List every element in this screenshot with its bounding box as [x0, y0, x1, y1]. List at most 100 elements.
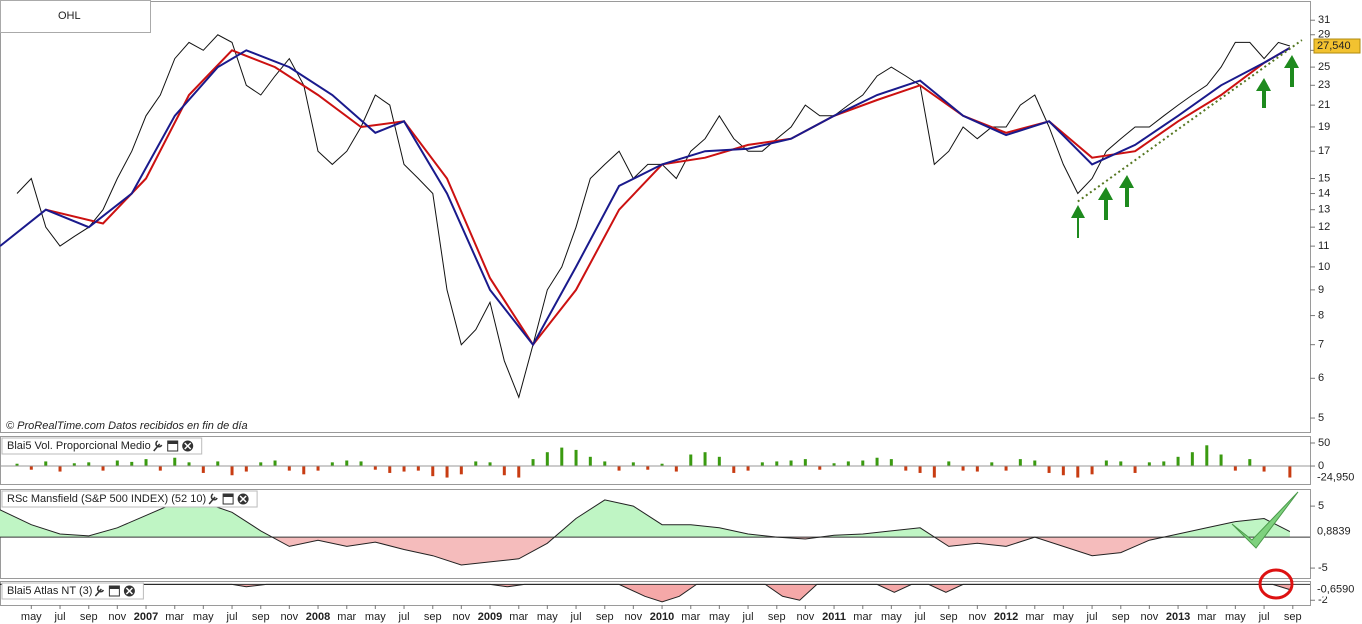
panel-title-box: [1, 582, 144, 600]
panel-title-box: [1, 437, 203, 455]
y-tick-label: 8: [1318, 309, 1324, 321]
x-tick-label: nov: [108, 611, 126, 623]
y-tick-label: 0: [1318, 460, 1324, 472]
settings-icon: [153, 440, 163, 452]
x-tick-label: sep: [768, 611, 786, 623]
bar: [975, 466, 979, 472]
bar: [588, 456, 592, 467]
bar: [574, 449, 578, 467]
y-tick-label: 29: [1318, 29, 1330, 41]
bar: [889, 459, 893, 467]
bar: [832, 463, 836, 467]
last-value-box: [1313, 38, 1361, 54]
settings-icon: [208, 493, 218, 505]
bar: [603, 461, 607, 467]
last-value-box: [1314, 582, 1360, 597]
area-positive: [0, 499, 1290, 538]
panel-frame: [0, 581, 1311, 606]
bar: [746, 466, 750, 471]
arrow: [1071, 205, 1085, 238]
x-tick-label: mar: [165, 611, 184, 623]
bar: [1133, 466, 1137, 473]
bar: [674, 466, 678, 472]
bar: [846, 461, 850, 467]
bar: [144, 459, 148, 467]
x-tick-label: may: [881, 611, 902, 623]
bar: [947, 461, 951, 467]
bar: [1288, 466, 1292, 478]
circle-mark: [1258, 568, 1294, 600]
bar: [431, 466, 435, 477]
series-line: [45, 47, 1291, 347]
bar: [259, 462, 263, 467]
panel-title: Blai5 Vol. Proporcional Medio: [7, 440, 151, 452]
bar: [732, 466, 736, 473]
y-tick-label: 25: [1318, 61, 1330, 73]
bar: [44, 461, 48, 467]
x-tick-label: nov: [1140, 611, 1158, 623]
x-tick-label: nov: [452, 611, 470, 623]
y-tick-label: 50: [1318, 437, 1330, 449]
bar: [531, 459, 535, 467]
last-value-label: 27,540: [1317, 40, 1351, 52]
bar: [990, 462, 994, 467]
panel-title-box: [1, 490, 258, 508]
x-tick-label: may: [365, 611, 386, 623]
panel-title: RSc Mansfield (S&P 500 INDEX) (52 10): [7, 493, 206, 505]
y-tick-label: 7: [1318, 339, 1324, 351]
y-tick-label: 11: [1318, 240, 1329, 252]
bar: [130, 461, 134, 467]
bar: [1162, 461, 1166, 467]
x-tick-label: nov: [624, 611, 642, 623]
panel-header: Blai5 Vol. Proporcional Medio: [7, 440, 194, 452]
y-tick-label: 12: [1318, 221, 1330, 233]
bar: [273, 460, 277, 467]
x-tick-label: sep: [596, 611, 614, 623]
bar: [388, 466, 392, 473]
bar: [1190, 452, 1194, 467]
x-tick-label: jul: [226, 611, 238, 623]
panel-header: Blai5 Atlas NT (3): [7, 585, 135, 597]
chart-title: OHL: [58, 10, 81, 22]
bar: [904, 466, 908, 471]
last-value-label: -0,6590: [1317, 584, 1354, 596]
bar: [488, 462, 492, 467]
annotations: [1071, 55, 1299, 600]
arrows: [1071, 55, 1299, 238]
settings-icon: [94, 585, 105, 597]
x-tick-label: nov: [796, 611, 814, 623]
y-tick-label: 23: [1318, 79, 1330, 91]
x-tick-label: 2010: [650, 611, 674, 623]
bar: [1047, 466, 1051, 473]
bar: [631, 462, 635, 467]
bar: [1004, 466, 1008, 471]
bar: [216, 461, 220, 467]
y-tick-label: 6: [1318, 372, 1324, 384]
bar: [101, 466, 105, 471]
bar: [1262, 466, 1266, 472]
x-tick-label: may: [1053, 611, 1074, 623]
series-line: [0, 47, 1291, 347]
bar: [115, 460, 119, 467]
window-icon-bar: [109, 586, 120, 589]
bar: [1248, 459, 1252, 467]
x-tick-label: mar: [1197, 611, 1216, 623]
bar: [302, 466, 306, 475]
bar: [703, 452, 707, 467]
bar: [560, 447, 564, 467]
bar: [717, 456, 721, 467]
bar: [818, 466, 822, 470]
x-tick-label: sep: [80, 611, 98, 623]
series-line: [16, 34, 1291, 399]
bar: [316, 466, 320, 471]
bar: [1233, 466, 1237, 471]
bar: [345, 460, 349, 467]
bar: [617, 466, 621, 471]
bar: [502, 466, 506, 476]
bar: [861, 460, 865, 467]
bar: [330, 462, 334, 467]
bar: [789, 460, 793, 467]
panel-header: RSc Mansfield (S&P 500 INDEX) (52 10): [7, 493, 249, 505]
x-tick-label: jul: [398, 611, 410, 623]
